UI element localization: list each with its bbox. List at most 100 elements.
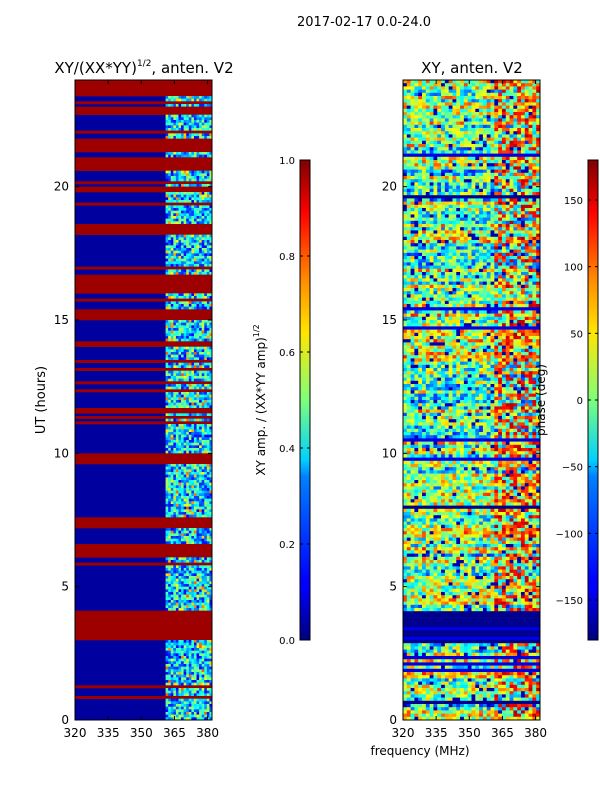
- amplitude-cell: [199, 125, 202, 129]
- amplitude-cell: [183, 485, 187, 489]
- amplitude-cell: [168, 378, 172, 382]
- phase-cell: [517, 236, 522, 241]
- amplitude-cell: [209, 264, 212, 267]
- amplitude-cell: [181, 440, 184, 443]
- amplitude-cell: [165, 376, 169, 379]
- amplitude-cell: [193, 258, 197, 262]
- amplitude-cell: [188, 346, 192, 350]
- phase-cell: [429, 172, 434, 177]
- amplitude-cell: [178, 578, 182, 582]
- phase-cell: [482, 128, 488, 132]
- amplitude-cell: [186, 392, 190, 395]
- phase-cell: [520, 80, 526, 84]
- amplitude-cell: [193, 306, 197, 310]
- phase-cell: [528, 121, 533, 126]
- amplitude-cell: [173, 320, 177, 323]
- amplitude-cell: [188, 640, 192, 643]
- amplitude-cell: [201, 213, 205, 217]
- amplitude-cell: [181, 293, 184, 297]
- amplitude-cell: [178, 664, 182, 667]
- amplitude-cell: [188, 538, 192, 542]
- phase-cell: [460, 188, 465, 193]
- amplitude-cell: [181, 584, 184, 587]
- amplitude-cell: [199, 482, 202, 486]
- amplitude-cell: [173, 480, 177, 483]
- phase-cell: [448, 163, 453, 167]
- amplitude-cell: [175, 480, 179, 483]
- amplitude-saturated-row: [75, 109, 212, 113]
- amplitude-cell: [191, 594, 195, 598]
- phase-cell: [494, 220, 499, 225]
- phase-cell: [513, 140, 518, 145]
- amplitude-cell: [206, 402, 210, 406]
- amplitude-cell: [186, 573, 190, 577]
- amplitude-cell: [178, 424, 182, 427]
- amplitude-cell: [186, 154, 190, 158]
- amplitude-cell: [209, 557, 212, 561]
- amplitude-cell: [181, 437, 184, 441]
- amplitude-cell: [209, 301, 212, 305]
- amplitude-cell: [168, 352, 172, 355]
- amplitude-cell: [170, 429, 174, 433]
- phase-cell: [425, 256, 430, 260]
- phase-cell: [517, 140, 522, 145]
- phase-cell: [498, 179, 503, 183]
- amplitude-cell: [188, 450, 192, 454]
- phase-cell: [467, 211, 472, 215]
- amplitude-cell: [170, 584, 174, 587]
- amplitude-cell: [175, 600, 179, 603]
- phase-cell: [486, 230, 491, 234]
- phase-cell: [414, 147, 419, 151]
- phase-cell: [467, 108, 472, 113]
- amplitude-cell: [181, 208, 184, 211]
- phase-cell: [501, 166, 507, 170]
- amplitude-cell: [186, 698, 190, 702]
- phase-cell: [494, 80, 499, 84]
- phase-cell: [509, 198, 514, 202]
- amplitude-cell: [188, 485, 192, 489]
- phase-cell: [482, 192, 488, 196]
- amplitude-cell: [204, 640, 208, 643]
- amplitude-cell: [170, 426, 174, 430]
- phase-cell: [444, 156, 449, 161]
- amplitude-cell: [168, 205, 172, 209]
- amplitude-cell: [183, 674, 187, 678]
- phase-cell: [422, 217, 427, 222]
- phase-cell: [490, 204, 495, 209]
- phase-cell: [490, 137, 495, 142]
- phase-cell: [418, 224, 423, 228]
- amplitude-cell: [170, 690, 174, 694]
- phase-cell: [490, 217, 495, 222]
- phase-cell: [520, 163, 526, 167]
- amplitude-cell: [173, 693, 177, 697]
- amplitude-cell: [199, 128, 202, 131]
- phase-cell: [425, 124, 430, 129]
- amplitude-cell: [191, 397, 195, 401]
- amplitude-cell: [204, 365, 208, 369]
- phase-cell: [448, 92, 453, 97]
- amplitude-cell: [186, 714, 190, 718]
- amplitude-cell: [173, 98, 177, 102]
- phase-cell: [460, 220, 465, 225]
- amplitude-cell: [178, 576, 182, 579]
- amplitude-cell: [186, 605, 190, 609]
- phase-cell: [532, 150, 537, 154]
- phase-cell: [406, 243, 411, 247]
- phase-cell: [482, 144, 488, 148]
- amplitude-cell: [199, 357, 202, 361]
- phase-cell: [501, 169, 507, 174]
- amplitude-cell: [183, 440, 187, 443]
- amplitude-cell: [206, 301, 210, 305]
- amplitude-cell: [168, 693, 172, 697]
- phase-cell: [501, 185, 507, 190]
- amplitude-cell: [181, 690, 184, 694]
- amplitude-cell: [175, 306, 179, 310]
- amplitude-cell: [175, 210, 179, 214]
- phase-cell: [418, 230, 423, 234]
- amplitude-cell: [181, 184, 184, 187]
- phase-cell: [414, 220, 419, 225]
- amplitude-cell: [178, 365, 182, 369]
- amplitude-cell: [188, 256, 192, 259]
- amplitude-cell: [186, 122, 190, 126]
- amplitude-cell: [175, 589, 179, 593]
